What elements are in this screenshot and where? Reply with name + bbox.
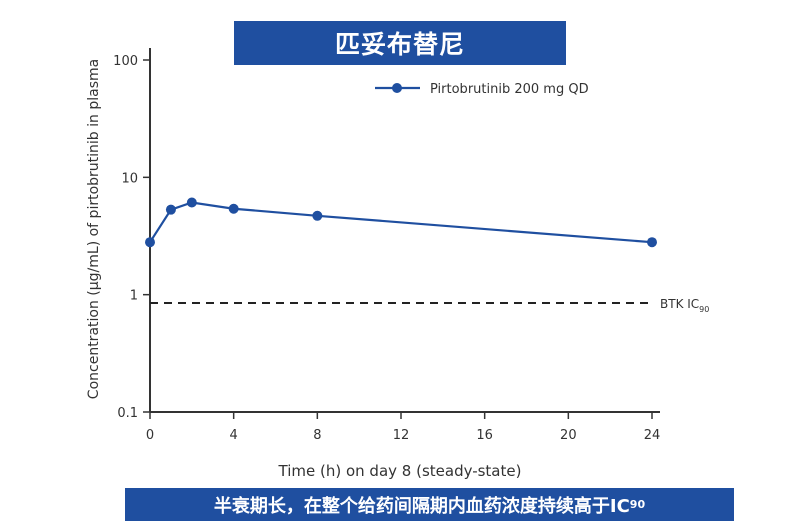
reference-line-group: BTK IC90 [150,297,709,314]
y-tick-label: 10 [121,171,138,186]
data-point [186,197,197,208]
btk-ic90-label: BTK IC90 [660,297,709,314]
data-point [145,237,155,248]
y-axis-label: Concentration (µg/mL) of pirtobrutinib i… [86,59,102,399]
series-line [149,201,653,244]
x-tick-label: 20 [560,428,577,443]
x-axis-label: Time (h) on day 8 (steady-state) [278,462,522,480]
data-point [312,210,323,221]
x-tick-label: 24 [644,428,661,443]
x-tick-label: 16 [476,428,493,443]
series-group [145,197,657,248]
y-tick-label: 0.1 [117,406,138,421]
chart-title: 匹妥布替尼 [334,30,465,59]
data-point [647,237,657,248]
chart: 0 4 8 12 16 20 24 0.1 1 10 100 BTK IC90 Pirtobruti… [86,48,709,480]
x-tick-label: 0 [146,428,154,443]
legend-marker [392,83,402,93]
footer-banner: 半衰期长，在整个给药间隔期内血药浓度持续高于IC 90 [125,488,734,521]
title-banner: 匹妥布替尼 [234,21,566,65]
y-tick-label: 100 [113,54,138,69]
x-tick-label: 8 [313,428,321,443]
data-point [165,204,176,215]
footer-text: 半衰期长，在整个给药间隔期内血药浓度持续高于IC [213,495,630,517]
legend-label: Pirtobrutinib 200 mg QD [430,82,589,97]
data-point [228,203,239,214]
footer-subscript: 90 [629,498,646,511]
x-tick-label: 4 [230,428,238,443]
legend: Pirtobrutinib 200 mg QD [375,82,589,97]
x-tick-label: 12 [393,428,410,443]
ticks: 0 4 8 12 16 20 24 0.1 1 10 100 [113,54,660,443]
y-tick-label: 1 [130,289,138,304]
axes [149,48,660,413]
